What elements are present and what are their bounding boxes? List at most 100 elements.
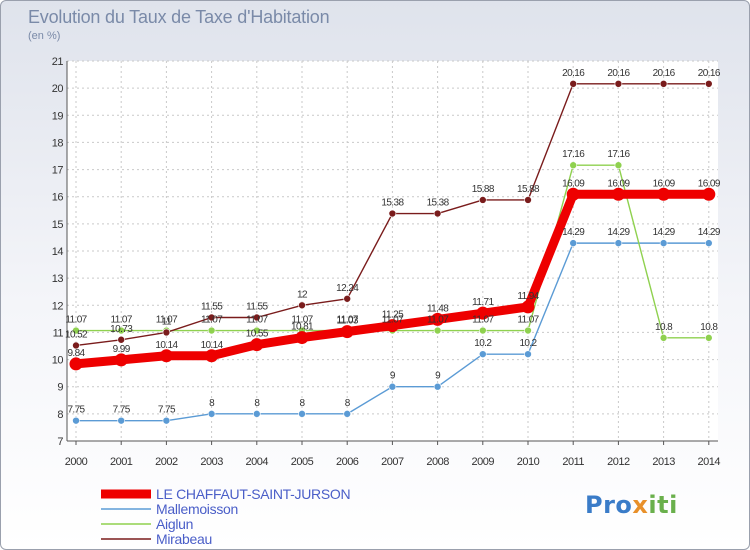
data-label: 11.94 [517,291,539,302]
data-label: 11.07 [246,315,268,326]
data-point [253,410,261,418]
data-label: 10.8 [700,322,718,333]
data-point [614,161,623,170]
data-label: 14.29 [698,227,721,238]
data-label: 11.07 [156,315,178,326]
data-label: 10.2 [519,338,537,349]
data-point [298,410,306,418]
data-label: 11.03 [337,316,359,327]
data-point [478,350,487,358]
data-point [431,312,445,326]
data-point [159,349,173,363]
data-label: 10.52 [65,329,88,340]
y-tick-label: 10 [52,355,64,367]
data-label: 11.07 [517,315,539,326]
data-label: 17.16 [607,149,630,160]
x-tick-label: 2006 [336,456,359,468]
x-tick-label: 2004 [246,456,269,468]
y-tick-label: 16 [52,192,64,204]
data-point [657,187,671,201]
data-label: 11.07 [337,315,359,326]
data-point [385,319,399,333]
y-tick-label: 19 [52,110,64,122]
data-point [253,313,261,322]
data-label: 9.99 [113,344,131,355]
data-point [524,326,532,335]
data-label: 11.07 [201,315,223,326]
y-tick-label: 7 [57,436,63,448]
data-label: 11 [162,316,172,327]
data-label: 11.71 [472,297,494,308]
x-tick-label: 2005 [291,456,314,468]
legend-label: Mirabeau [156,531,212,547]
legend-label: Aiglun [156,516,193,532]
data-point [704,80,713,88]
data-label: 7.75 [67,405,85,416]
series-layer [69,80,716,425]
grid-layer [67,60,718,442]
data-point [162,328,171,337]
data-label: 10.14 [155,340,178,351]
data-point [524,350,532,358]
data-label: 15.38 [381,198,404,209]
data-point [388,209,397,218]
data-label: 15.88 [472,184,495,195]
data-label: 7.75 [113,405,131,416]
data-label: 11.55 [201,302,223,313]
chart-subtitle: (en %) [28,30,61,42]
x-tick-label: 2010 [517,456,540,468]
data-label: 8 [254,398,260,409]
data-label-layer: 7.75 7.75 7.75 8 8 8 8 9 9 10.2 10.2 14.29 14.29 14.2… [65,68,721,416]
data-point [659,80,668,88]
data-point [433,209,442,218]
y-tick-label: 8 [57,409,63,421]
data-label: 11.07 [382,315,404,326]
data-point [524,196,532,204]
x-tick-label: 2000 [65,456,88,468]
data-label: 15.88 [517,184,540,195]
x-tick-label: 2003 [200,456,223,468]
y-tick-label: 14 [52,246,64,258]
data-point [69,357,83,371]
x-tick-label: 2008 [426,456,449,468]
data-point [72,341,80,350]
data-point [117,416,125,425]
data-label: 10.14 [201,340,224,351]
x-tick-label: 2011 [562,456,584,468]
y-tick-label: 21 [52,56,64,68]
data-label: 16.09 [607,178,630,189]
data-point [704,239,713,247]
x-tick-label: 2014 [698,456,721,468]
data-label: 12 [297,289,308,300]
y-tick-label: 18 [52,137,64,149]
data-point [478,326,487,335]
y-tick-label: 15 [52,219,64,231]
data-label: 11.55 [246,302,268,313]
x-tick-label: 2009 [472,456,495,468]
data-label: 7.75 [158,405,176,416]
x-tick-label: 2001 [110,456,133,468]
data-point [433,326,442,335]
data-point [114,353,128,367]
data-label: 8 [345,398,351,409]
data-point [704,334,713,342]
data-point [207,326,216,335]
data-point [388,382,397,391]
data-point [207,410,216,418]
data-point [207,313,216,322]
y-tick-label: 13 [52,273,64,285]
data-point [614,80,623,88]
data-label: 10.2 [474,338,492,349]
data-point [205,349,219,363]
data-point [72,326,80,335]
data-label: 11.07 [472,315,494,326]
axes-layer: 7 8 9 10 11 12 13 14 15 16 17 18 19 20 21 2000 2001 2002 2… [52,56,721,468]
data-point [298,301,306,310]
data-label: 10.81 [291,322,314,333]
data-point [117,326,125,335]
data-point [343,410,352,418]
data-label: 11.07 [111,315,133,326]
x-tick-label: 2012 [607,456,630,468]
data-label: 10.73 [110,324,133,335]
data-label: 16.09 [653,178,676,189]
